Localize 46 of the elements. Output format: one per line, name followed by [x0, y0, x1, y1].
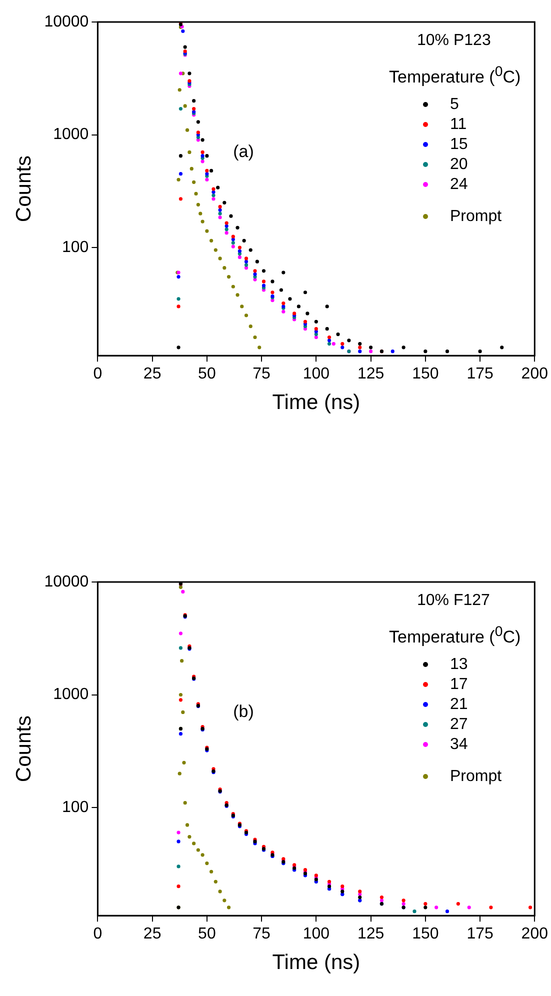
- x-axis-title: Time (ns): [272, 951, 360, 974]
- legend-label: Prompt: [450, 768, 502, 786]
- legend-label: 15: [450, 136, 468, 154]
- legend-label: Prompt: [450, 208, 502, 226]
- legend-label: 11: [450, 116, 467, 134]
- x-tick-label: 200: [521, 926, 548, 943]
- y-tick-label: 1000: [53, 126, 89, 144]
- annotation: (b): [233, 702, 254, 722]
- text: 10% F127: [416, 592, 491, 610]
- x-tick-label: 100: [302, 366, 330, 383]
- y-tick-label: 10000: [44, 13, 89, 30]
- x-tick-label: 0: [93, 926, 102, 943]
- y-axis-title: Counts: [12, 716, 36, 782]
- legend-label: 20: [450, 156, 468, 174]
- y-tick-label: 1000: [53, 686, 89, 704]
- x-axis-title: Time (ns): [272, 391, 360, 414]
- text: 10% P123: [416, 32, 492, 50]
- x-tick-label: 100: [302, 926, 330, 943]
- x-tick-label: 150: [412, 366, 439, 383]
- x-tick-label: 200: [521, 366, 548, 383]
- x-tick-label: 0: [93, 366, 102, 383]
- x-tick-label: 150: [412, 926, 439, 943]
- x-tick-label: 50: [198, 366, 216, 383]
- x-tick-label: 175: [466, 366, 494, 383]
- legend-label: 27: [450, 716, 468, 734]
- y-axis-title: Counts: [12, 156, 36, 222]
- x-tick-label: 125: [357, 926, 384, 943]
- legend-label: 34: [450, 736, 468, 754]
- x-tick-label: 50: [198, 926, 216, 943]
- y-tick-label: 100: [62, 798, 89, 816]
- x-tick-label: 75: [252, 926, 271, 943]
- x-tick-label: 175: [466, 926, 494, 943]
- x-tick-label: 125: [357, 366, 384, 383]
- y-tick-label: 10000: [44, 573, 89, 590]
- legend-label: 24: [450, 176, 468, 194]
- y-tick-label: 100: [62, 238, 89, 256]
- legend-title: Temperature ($^{0}$C): [389, 64, 521, 88]
- legend-title: Temperature ($^{0}$C): [389, 624, 521, 648]
- legend-label: 21: [450, 696, 468, 714]
- x-tick-label: 25: [143, 926, 162, 943]
- legend-label: 17: [450, 676, 468, 694]
- x-tick-label: 75: [252, 366, 271, 383]
- legend-label: 5: [450, 96, 459, 114]
- x-tick-label: 25: [143, 366, 162, 383]
- legend-label: 13: [450, 656, 468, 674]
- annotation: (a): [233, 142, 254, 162]
